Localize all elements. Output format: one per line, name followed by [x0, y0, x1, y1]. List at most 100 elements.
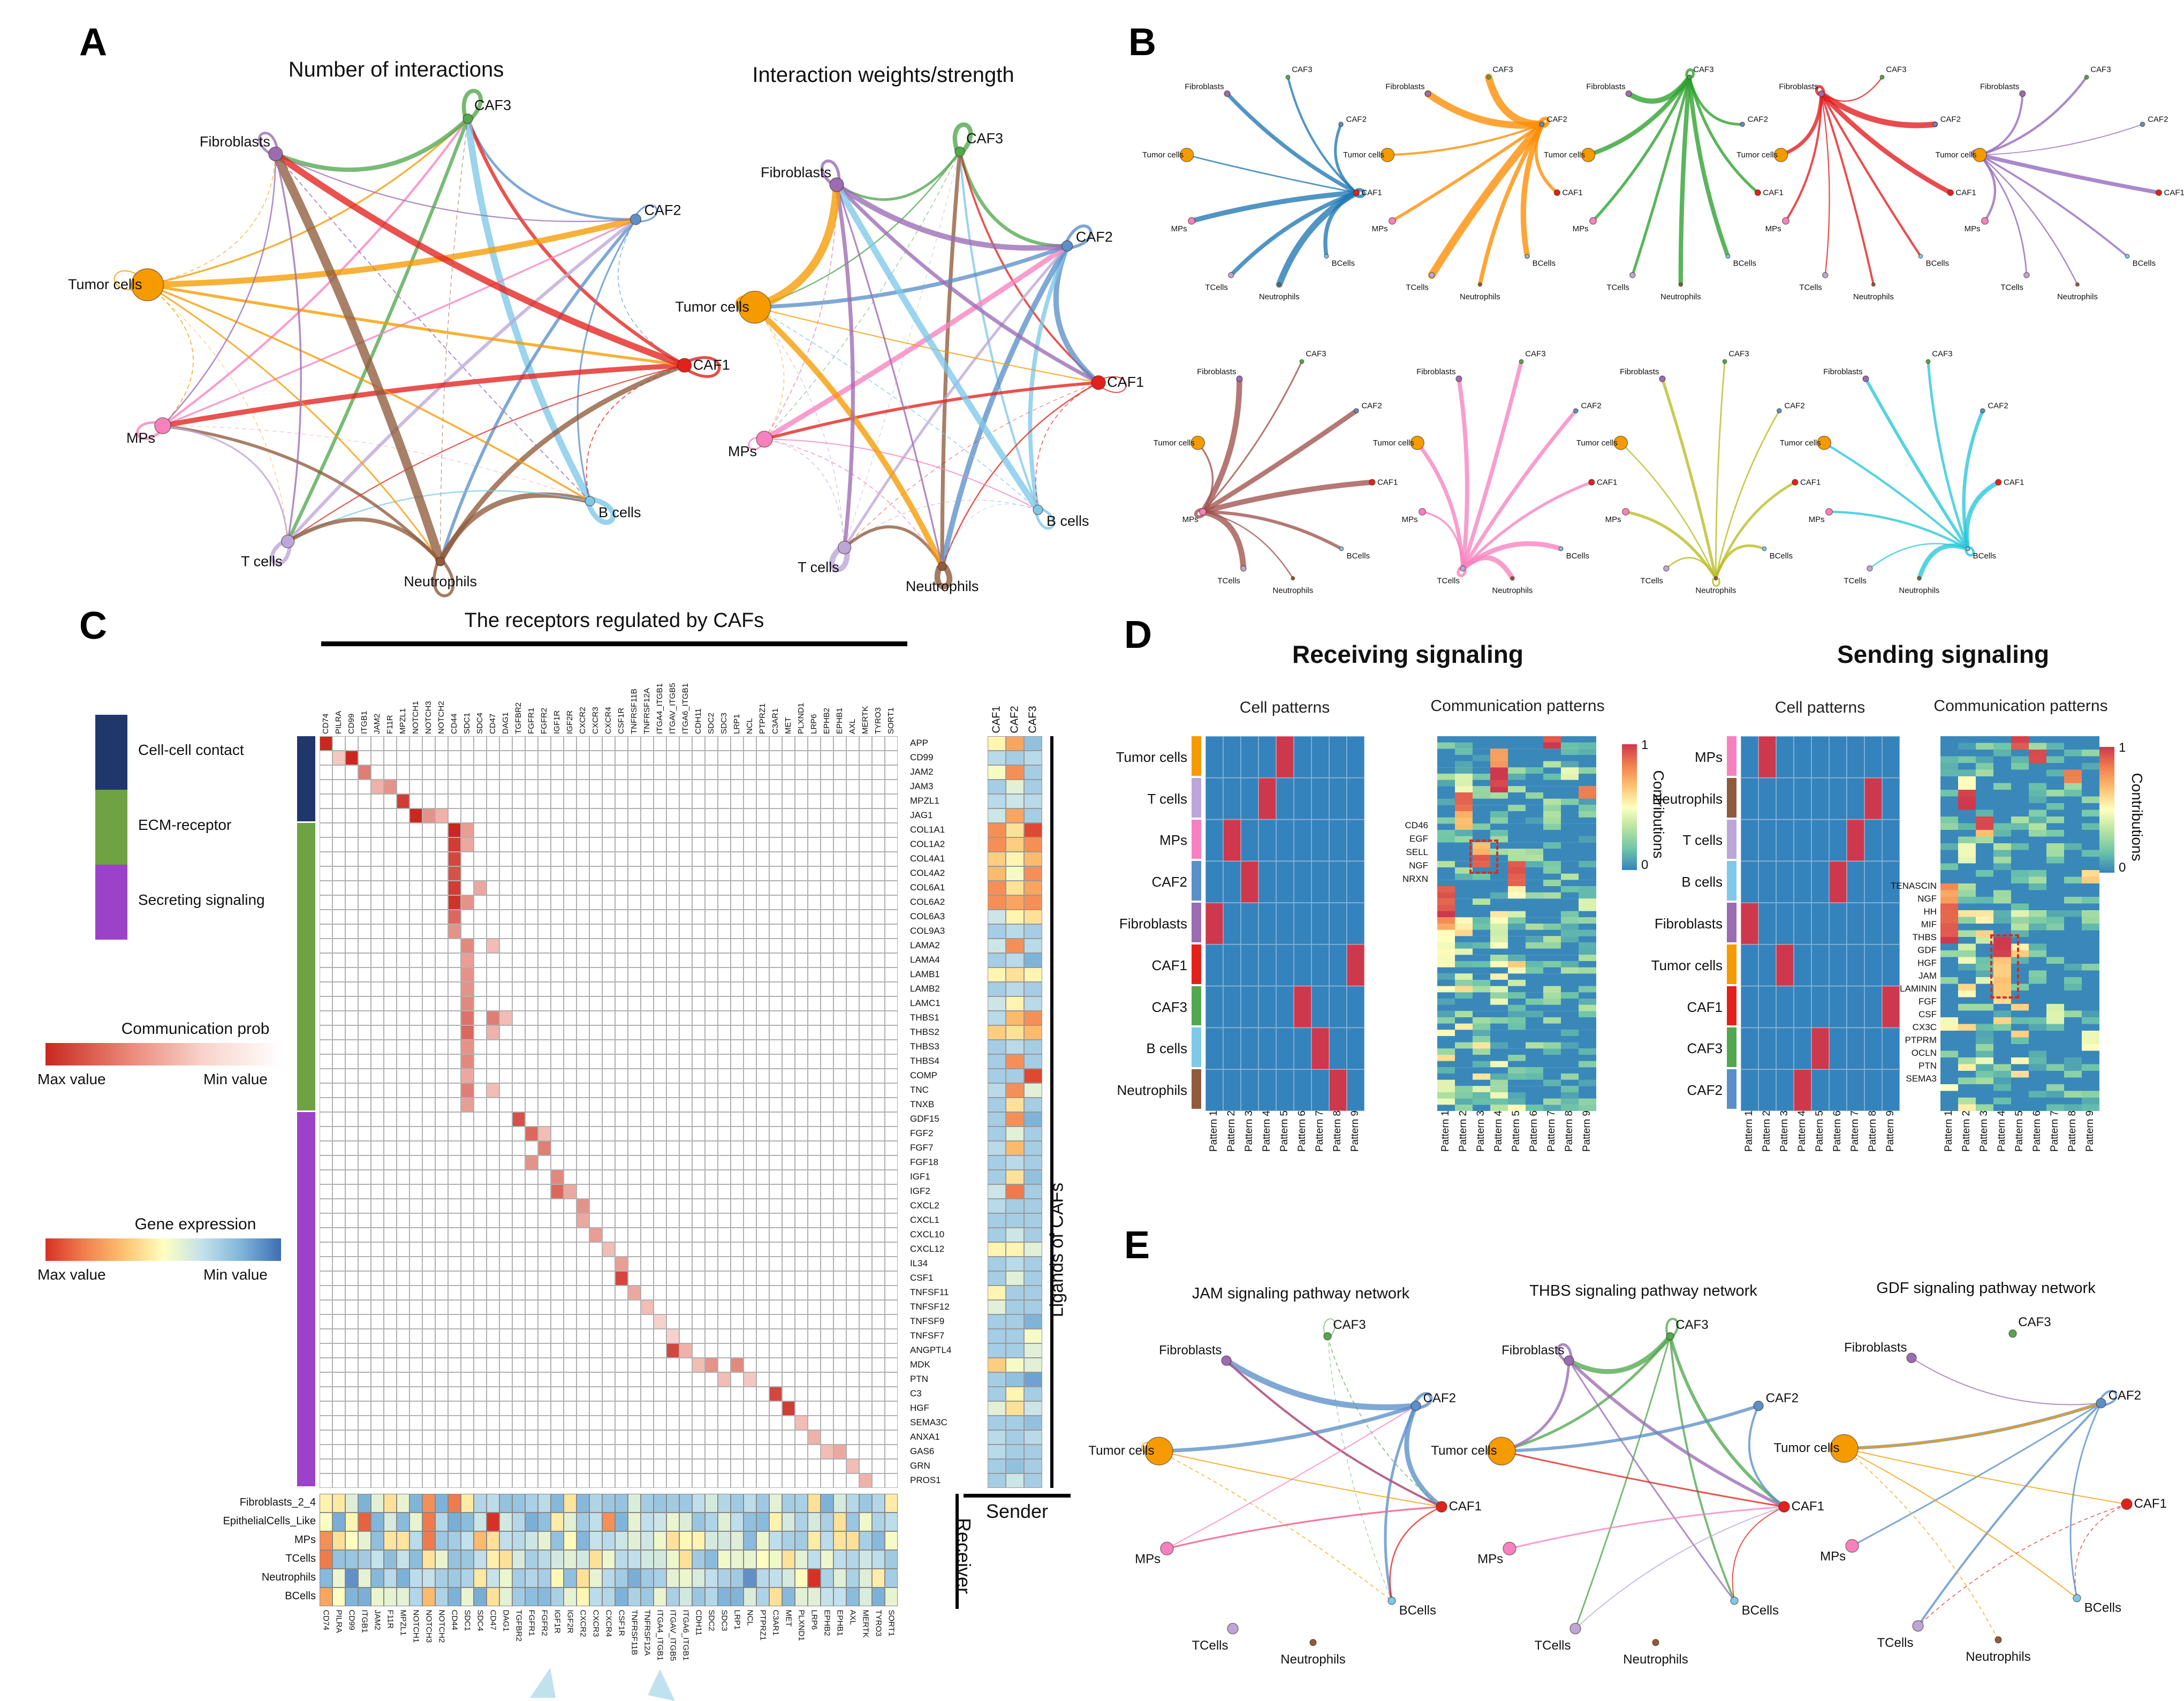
node-BCells: [1559, 547, 1563, 551]
gene-annotation: EGF: [1360, 834, 1428, 844]
sending-communication-patterns-label: Communication patterns: [1900, 697, 2141, 715]
receptor-label-bottom: SDC3: [720, 1609, 729, 1695]
node-label-CAF2: CAF2: [1076, 229, 1113, 245]
sending-cell-patterns-label: Cell patterns: [1740, 699, 1900, 717]
comm-prob-max: Max value: [37, 1071, 106, 1088]
ligand-receptor-heatmap: [320, 736, 898, 1488]
node-Neutrophils: [1679, 283, 1682, 286]
node-label-Fibroblasts: Fibroblasts: [1980, 82, 2019, 92]
pattern-axis-label: Pattern 7: [1849, 1110, 1861, 1180]
pattern-row-label: Tumor cells: [1011, 749, 1187, 766]
pattern-axis-label: Pattern 1: [1943, 1110, 1955, 1180]
ligand-label: LAMB1: [910, 969, 985, 980]
ligand-label: IL34: [910, 1258, 985, 1269]
node-label-CAF2: CAF2: [1361, 402, 1382, 411]
ligand-label: TNXB: [910, 1099, 985, 1110]
ligand-label: THBS2: [910, 1027, 985, 1038]
node-label-TCells: TCells: [1606, 283, 1629, 292]
node-label-CAF3: CAF3: [1728, 350, 1749, 359]
ligand-label: CXCL12: [910, 1244, 985, 1254]
node-label-TumorCells: Tumor cells: [1780, 439, 1821, 448]
node-label-TumorCells: Tumor cells: [1736, 150, 1778, 160]
row-strip: [1192, 820, 1201, 859]
ligand-label: LAMA4: [910, 955, 985, 965]
receptor-label-top: SDC1: [462, 648, 472, 734]
pattern-axis-label: Pattern 6: [2031, 1110, 2043, 1180]
pathway-annotation: CSF: [1863, 1009, 1937, 1020]
receptor-label-bottom: CD44: [450, 1609, 459, 1695]
receptor-label-top: NOTCH2: [437, 648, 446, 734]
ligand-label: COL4A1: [910, 853, 985, 864]
pathway-annotation: LAMININ: [1863, 984, 1937, 994]
pattern-axis-label: Pattern 9: [1349, 1110, 1361, 1180]
node-label-Fibroblasts: Fibroblasts: [200, 134, 270, 150]
node-label-CAF2: CAF2: [1547, 115, 1567, 124]
panel-a-title-right: Interaction weights/strength: [669, 63, 1097, 87]
node-label-Neutrophils: Neutrophils: [1853, 292, 1894, 301]
node-Fibroblasts: [1626, 91, 1632, 97]
pattern-axis-label: Pattern 2: [1761, 1110, 1773, 1180]
pattern-row-label: CAF3: [1011, 999, 1187, 1016]
receptor-label-top: TYRO3: [874, 648, 883, 734]
receptor-label-top: CD99: [347, 648, 357, 734]
ligand-label: GRN: [910, 1461, 985, 1471]
pathway-annotation: MIF: [1863, 919, 1937, 930]
ligand-label: JAM3: [910, 781, 985, 792]
node-label-CAF1: CAF1: [693, 357, 730, 373]
sender-column-label: CAF1: [991, 685, 1003, 734]
node-label-BCells: B cells: [1046, 513, 1089, 529]
node-label-Fibroblasts: Fibroblasts: [1620, 367, 1659, 376]
legend-label-secreting-signaling: Secreting signaling: [138, 891, 265, 909]
receptor-label-top: CXCR3: [591, 648, 601, 734]
node-label-Neutrophils: Neutrophils: [1695, 586, 1736, 595]
node-Fibroblasts: [830, 178, 844, 192]
node-label-TCells: TCells: [1192, 1638, 1228, 1653]
node-Neutrophils: [1310, 1639, 1316, 1646]
receptor-label-top: SDC2: [707, 648, 716, 734]
node-label-CAF3: CAF3: [1525, 350, 1545, 359]
receptor-label-top: FGFR1: [527, 648, 536, 734]
pattern-row-label: T cells: [1546, 832, 1723, 849]
receptor-label-bottom: NOTCH3: [424, 1609, 434, 1695]
node-Neutrophils: [1917, 577, 1921, 580]
node-label-Fibroblasts: Fibroblasts: [1502, 1343, 1564, 1357]
sending-colorbar-min: 0: [2119, 860, 2126, 875]
node-CAF1: [1779, 1501, 1789, 1512]
pathway-annotation: HGF: [1863, 958, 1937, 969]
pattern-axis-label: Pattern 5: [2014, 1110, 2026, 1180]
ligand-label: COL9A3: [910, 926, 985, 936]
row-strip: [1727, 986, 1736, 1026]
node-label-BCells: BCells: [1770, 551, 1793, 561]
comm-prob-title: Communication prob: [80, 1020, 310, 1038]
receptor-label-top: C3AR1: [771, 648, 780, 734]
row-strip: [1727, 1069, 1736, 1109]
receptor-label-top: IGF2R: [565, 648, 575, 734]
ligand-label: FGF7: [910, 1143, 985, 1153]
receptor-label-bottom: MET: [784, 1609, 793, 1695]
ligand-label: C3: [910, 1388, 985, 1399]
receptor-label-top: FGFR2: [540, 648, 549, 734]
ligand-label: TNFSF12: [910, 1302, 985, 1312]
ligand-label: COL4A2: [910, 868, 985, 879]
category-strip-ecm-receptor: [297, 823, 315, 1110]
ligand-label: THBS3: [910, 1041, 985, 1052]
pathway-annotation: PTN: [1863, 1061, 1937, 1071]
row-strip: [1727, 903, 1736, 942]
panel-c-title: The receptors regulated by CAFs: [321, 609, 907, 632]
sender-axis-line: [964, 1494, 1071, 1498]
node-label-MPs: MPs: [1182, 515, 1199, 524]
receptor-label-bottom: ITGA6_ITGB1: [681, 1609, 691, 1695]
ligand-label: COL6A1: [910, 882, 985, 893]
sending-colorbar-max: 1: [2119, 740, 2126, 755]
pattern-axis-label: Pattern 5: [1511, 1110, 1522, 1180]
receptor-label-bottom: ITGAV_ITGB5: [669, 1609, 678, 1695]
pattern-axis-label: Pattern 3: [1779, 1110, 1791, 1180]
node-label-TCells: TCells: [1406, 283, 1429, 292]
node-Neutrophils: [2076, 283, 2080, 286]
node-label-BCells: BCells: [1733, 259, 1756, 268]
sender-axis-label: Sender: [958, 1500, 1076, 1523]
